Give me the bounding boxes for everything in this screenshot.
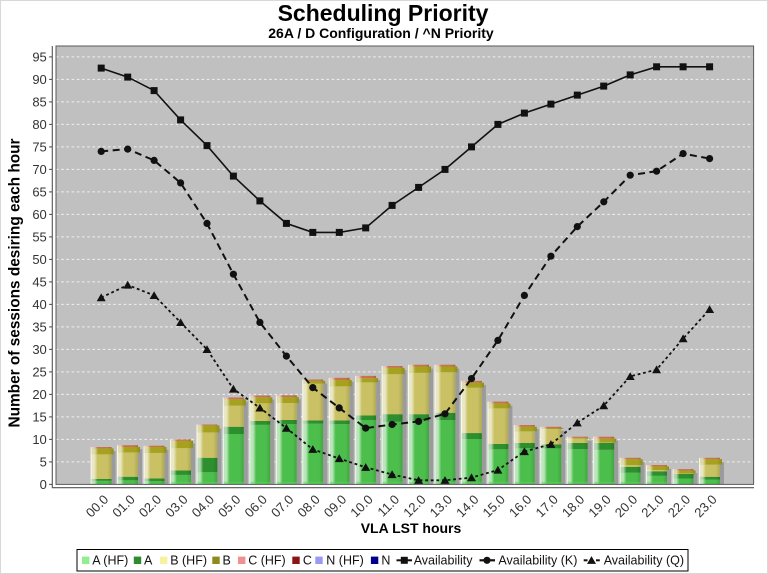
svg-text:50: 50: [32, 252, 46, 267]
svg-text:A: A: [144, 553, 153, 567]
svg-text:20: 20: [32, 387, 46, 402]
svg-text:B (HF): B (HF): [170, 553, 207, 567]
svg-text:35: 35: [32, 320, 46, 335]
svg-text:Scheduling Priority: Scheduling Priority: [278, 0, 489, 26]
svg-text:VLA LST hours: VLA LST hours: [361, 520, 462, 536]
svg-text:40: 40: [32, 297, 46, 312]
svg-text:95: 95: [32, 50, 46, 65]
svg-text:10: 10: [32, 432, 46, 447]
svg-text:0: 0: [40, 477, 47, 492]
svg-text:65: 65: [32, 185, 46, 200]
svg-text:Availability: Availability: [414, 553, 474, 567]
svg-text:80: 80: [32, 117, 46, 132]
svg-text:Number of sessions desiring ea: Number of sessions desiring each hour: [7, 138, 24, 427]
svg-text:C (HF): C (HF): [248, 553, 286, 567]
svg-text:90: 90: [32, 72, 46, 87]
svg-text:45: 45: [32, 275, 46, 290]
svg-text:A (HF): A (HF): [92, 553, 128, 567]
svg-text:15: 15: [32, 410, 46, 425]
svg-text:Availability (Q): Availability (Q): [604, 553, 684, 567]
svg-text:75: 75: [32, 140, 46, 155]
svg-text:85: 85: [32, 95, 46, 110]
svg-text:26A / D Configuration / ^N Pri: 26A / D Configuration / ^N Priority: [268, 25, 494, 41]
svg-text:B: B: [223, 553, 231, 567]
svg-text:55: 55: [32, 230, 46, 245]
svg-text:30: 30: [32, 342, 46, 357]
svg-text:Availability (K): Availability (K): [498, 553, 577, 567]
svg-text:70: 70: [32, 162, 46, 177]
svg-text:C: C: [303, 553, 312, 567]
svg-text:N: N: [381, 553, 390, 567]
svg-text:5: 5: [40, 455, 47, 470]
svg-text:60: 60: [32, 207, 46, 222]
svg-text:N (HF): N (HF): [326, 553, 364, 567]
svg-text:25: 25: [32, 365, 46, 380]
